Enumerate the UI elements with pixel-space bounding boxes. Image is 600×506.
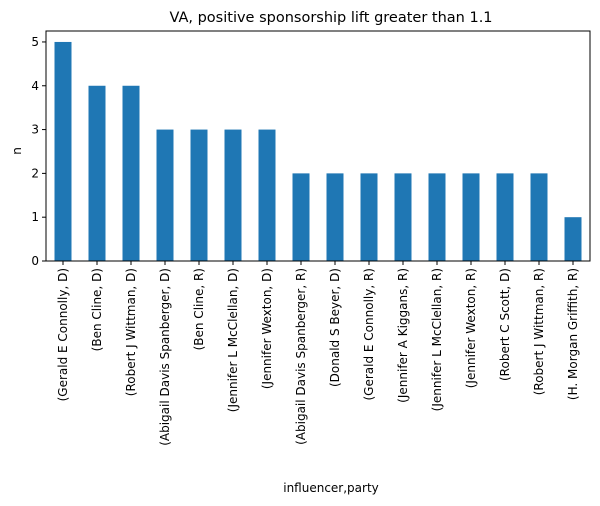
bar: [462, 173, 480, 261]
x-tick-label: (Ben Cline, R): [192, 268, 206, 350]
y-tick-label: 1: [31, 210, 39, 224]
bar: [156, 129, 174, 261]
x-tick-label: (Jennifer L McClellan, R): [430, 268, 444, 411]
bar: [292, 173, 310, 261]
y-axis: 0 1 2 3 4 5: [31, 35, 46, 268]
bar: [122, 85, 140, 261]
x-tick-label: (H. Morgan Griffith, R): [566, 268, 580, 400]
bar: [530, 173, 548, 261]
x-tick-label: (Gerald E Connolly, R): [362, 268, 376, 401]
bar: [496, 173, 514, 261]
y-tick-label: 4: [31, 79, 39, 93]
x-tick-label: (Robert J Wittman, R): [532, 268, 546, 395]
bar: [428, 173, 446, 261]
x-axis-label: influencer,party: [283, 481, 379, 495]
bar: [326, 173, 344, 261]
x-tick-label: (Jennifer Wexton, D): [260, 268, 274, 389]
x-tick-label: (Ben Cline, D): [90, 268, 104, 351]
y-tick-label: 0: [31, 254, 39, 268]
bar: [224, 129, 242, 261]
bar: [258, 129, 276, 261]
x-tick-label: (Jennifer L McClellan, D): [226, 268, 240, 412]
x-tick-label: (Robert C Scott, D): [498, 268, 512, 381]
x-tick-label: (Gerald E Connolly, D): [56, 268, 70, 401]
bar: [54, 41, 72, 262]
x-tick-label: (Abigail Davis Spanberger, R): [294, 268, 308, 445]
x-tick-label: (Robert J Wittman, D): [124, 268, 138, 396]
x-axis: (Gerald E Connolly, D) (Ben Cline, D) (Rob…: [56, 261, 580, 446]
bar: [190, 129, 208, 261]
bar: [564, 217, 582, 261]
x-tick-label: (Jennifer A Kiggans, R): [396, 268, 410, 403]
bars-layer: [54, 41, 582, 262]
x-tick-label: (Donald S Beyer, D): [328, 268, 342, 387]
bar: [394, 173, 412, 261]
x-tick-label: (Jennifer Wexton, R): [464, 268, 478, 388]
x-tick-label: (Abigail Davis Spanberger, D): [158, 268, 172, 446]
chart-title: VA, positive sponsorship lift greater th…: [169, 10, 492, 26]
y-axis-label: n: [10, 147, 24, 155]
bar: [360, 173, 378, 261]
y-tick-label: 3: [31, 123, 39, 137]
y-tick-label: 5: [31, 35, 39, 49]
bar: [88, 85, 106, 261]
plot-frame: [45, 30, 591, 262]
y-tick-label: 2: [31, 166, 39, 180]
